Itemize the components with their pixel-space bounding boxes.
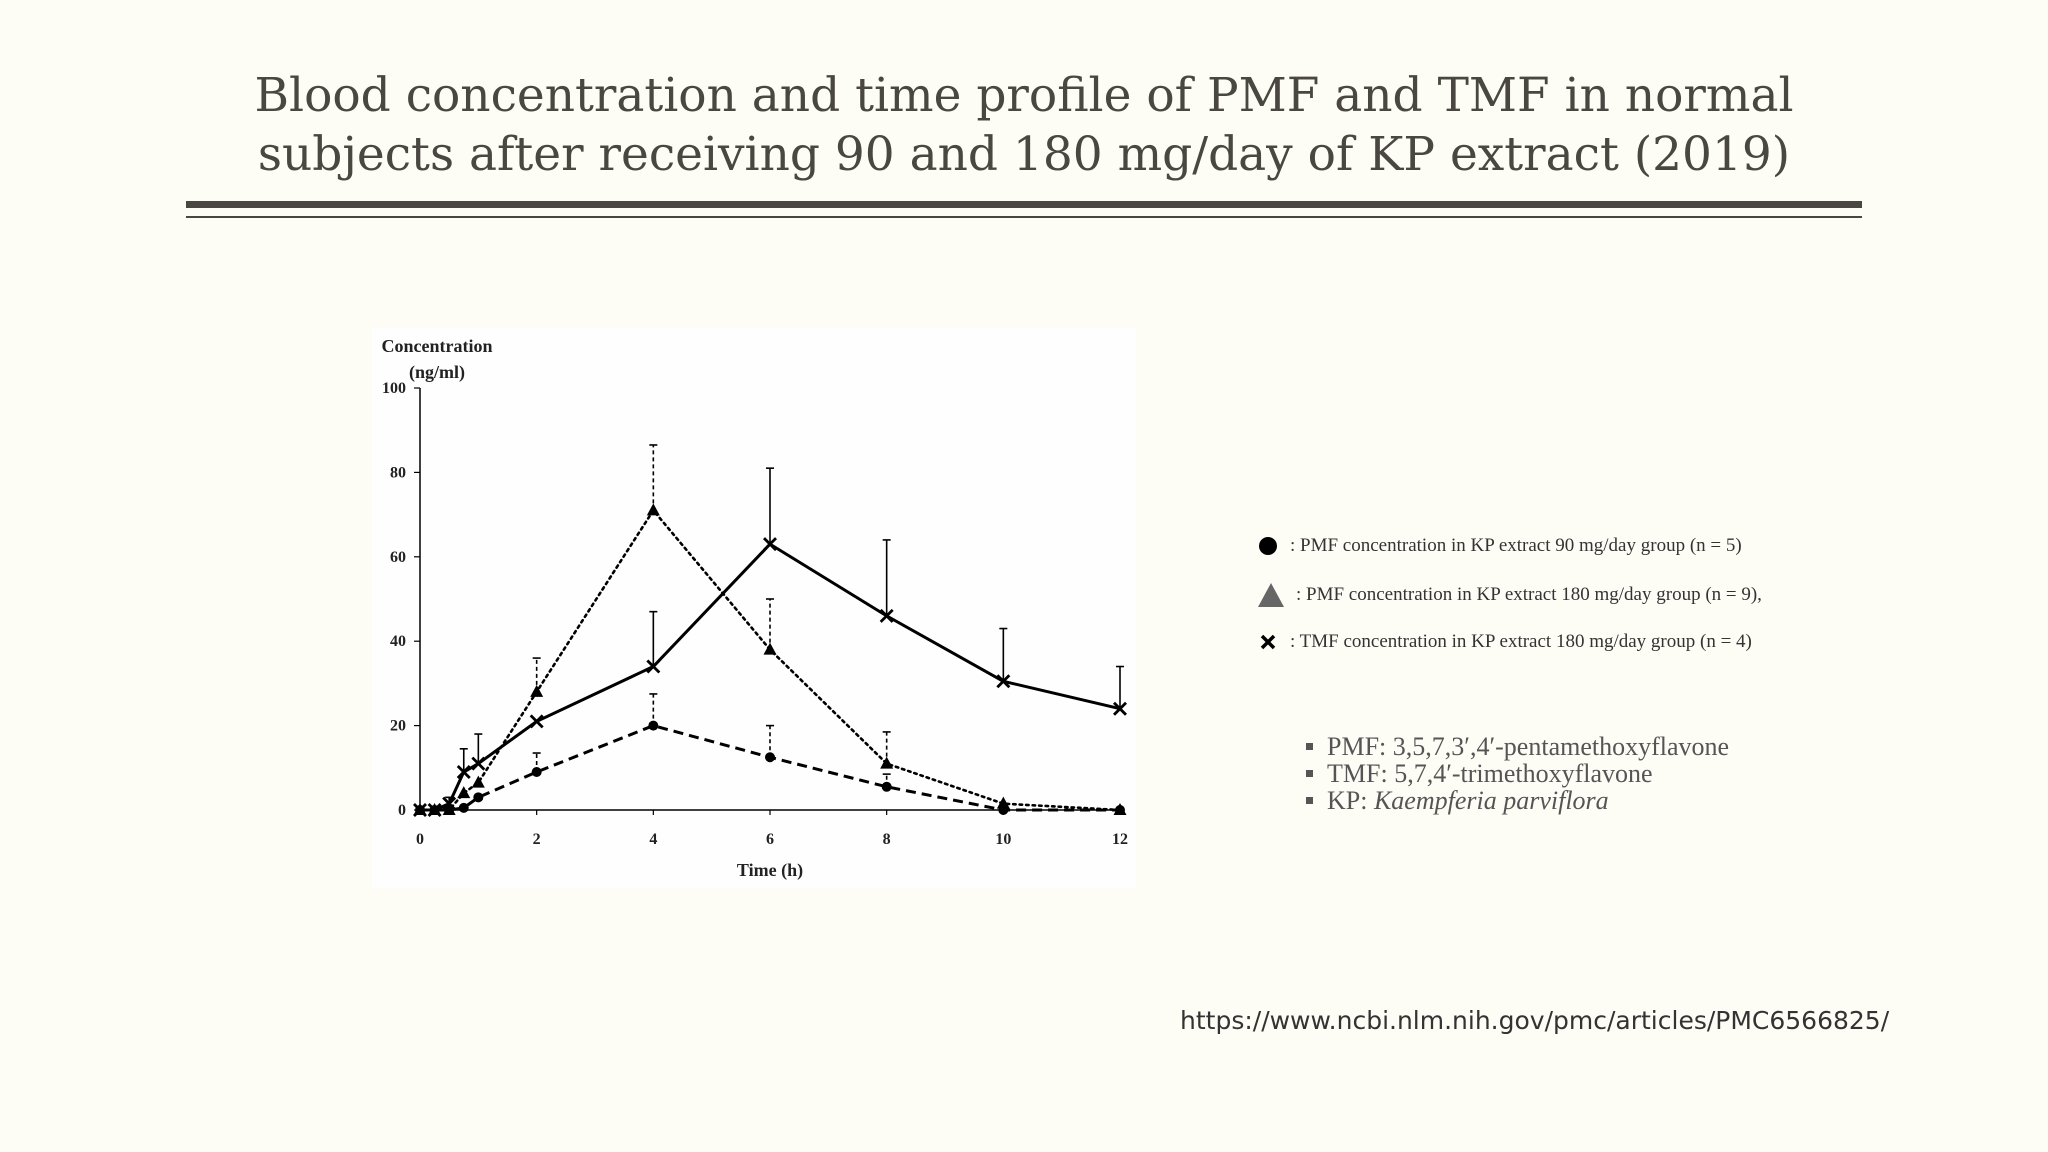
data-point-circle: [765, 752, 775, 763]
y-tick-label: 40: [390, 633, 406, 650]
slide-title-line-1: Blood concentration and time profile of …: [254, 68, 1794, 123]
data-point-triangle: [880, 756, 894, 769]
legend-label-pmf-180: : PMF concentration in KP extract 180 mg…: [1296, 584, 1762, 605]
data-point-triangle: [646, 503, 660, 516]
data-point-cross: [879, 608, 894, 623]
x-tick-label: 2: [533, 831, 541, 848]
y-tick-label: 60: [390, 549, 406, 566]
data-point-triangle: [442, 803, 456, 815]
data-point-circle: [458, 802, 469, 813]
legend-item-pmf-90: : PMF concentration in KP extract 90 mg/…: [1256, 534, 1742, 558]
legend-item-tmf-180: : TMF concentration in KP extract 180 mg…: [1256, 630, 1752, 654]
x-tick-label: 6: [766, 831, 774, 848]
y-tick-label: 100: [382, 380, 406, 397]
data-point-cross: [1113, 701, 1127, 716]
y-tick-label: 0: [398, 802, 406, 819]
x-tick-label: 10: [995, 831, 1011, 848]
data-point-triangle: [763, 642, 777, 655]
note-tmf: TMF: 5,7,4′-trimethoxyflavone: [1306, 760, 1729, 787]
bullet-icon: [1306, 796, 1313, 804]
y-axis-unit-label: (ng/ml): [409, 362, 465, 383]
data-point-cross: [413, 803, 427, 817]
data-point-circle: [648, 720, 659, 731]
data-point-triangle: [530, 684, 544, 697]
y-tick-label: 20: [390, 718, 406, 735]
data-point-triangle: [457, 786, 471, 799]
data-point-cross: [442, 796, 457, 811]
legend-label-tmf-180: : TMF concentration in KP extract 180 mg…: [1290, 631, 1752, 652]
legend-label-pmf-90: : PMF concentration in KP extract 90 mg/…: [1290, 535, 1742, 556]
concentration-time-chart: 0 20 40 60 80 100 0 2 4 6 8 10 12 Concentration (ng/ml…: [382, 336, 1129, 881]
data-point-circle: [473, 792, 484, 803]
y-tick-label: 80: [390, 464, 406, 481]
data-point-triangle: [1113, 803, 1127, 815]
chart-panel: 0 20 40 60 80 100 0 2 4 6 8 10 12 Concentration (ng/ml…: [372, 328, 1136, 888]
slide-title: Blood concentration and time profile of …: [186, 66, 1862, 184]
cross-marker-icon: [1260, 634, 1276, 650]
title-rule-thin: [186, 216, 1862, 218]
data-point-triangle: [471, 775, 485, 788]
bullet-icon: [1306, 742, 1313, 750]
data-point-cross: [427, 803, 442, 817]
data-point-cross: [456, 765, 471, 780]
series-line-circle: [420, 724, 1120, 812]
data-point-cross: [471, 756, 486, 771]
data-point-triangle: [996, 796, 1010, 809]
slide-title-line-2: subjects after receiving 90 and 180 mg/d…: [257, 127, 1791, 182]
circle-marker-icon: [1259, 537, 1277, 555]
x-tick-label: 8: [883, 831, 891, 848]
note-pmf: PMF: 3,5,7,3′,4′-pentamethoxyflavone: [1306, 733, 1729, 760]
x-tick-label: 0: [416, 831, 424, 848]
data-point-circle: [881, 781, 892, 792]
legend-item-pmf-180: : PMF concentration in KP extract 180 mg…: [1256, 580, 1762, 610]
source-link[interactable]: https://www.ncbi.nlm.nih.gov/pmc/article…: [1180, 1006, 1890, 1035]
y-axis-label: Concentration: [382, 336, 493, 356]
triangle-marker-icon: [1258, 583, 1284, 607]
x-tick-label: 4: [649, 831, 657, 848]
data-point-cross: [996, 674, 1011, 689]
data-point-cross: [646, 659, 661, 674]
data-point-cross: [763, 537, 777, 552]
x-axis-label: Time (h): [737, 860, 803, 881]
series-line-triangle: [418, 508, 1122, 812]
note-kp: KP: Kaempferia parviflora: [1306, 787, 1729, 814]
x-tick-label: 12: [1112, 831, 1128, 848]
data-point-cross: [529, 714, 544, 729]
bullet-icon: [1306, 769, 1313, 777]
abbreviation-notes: PMF: 3,5,7,3′,4′-pentamethoxyflavone TMF…: [1306, 733, 1729, 814]
title-rule-thick: [186, 201, 1862, 208]
series-line-cross: [420, 542, 1121, 812]
data-point-circle: [531, 767, 542, 778]
